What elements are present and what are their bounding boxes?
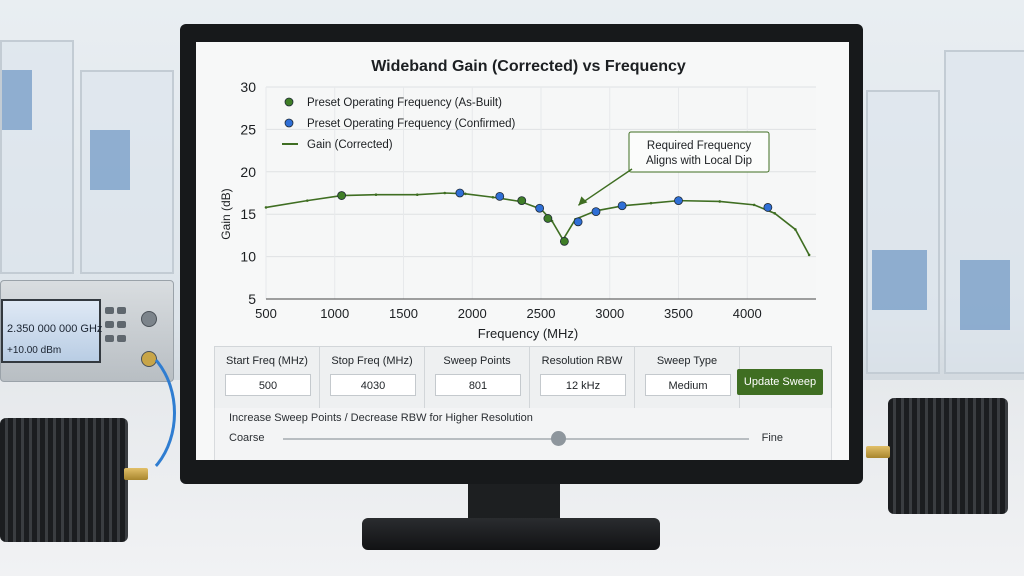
x-tick-label: 2000 [458,306,487,321]
y-tick-label: 20 [240,164,256,180]
y-tick-label: 10 [240,249,256,265]
sweep-points-label: Sweep Points [443,355,511,367]
slider-max-label: Fine [761,432,783,444]
gain-line-marker [443,191,447,195]
start-freq-label: Start Freq (MHz) [226,355,308,367]
y-tick-label: 30 [240,79,256,95]
as-built-point [543,214,553,223]
confirmed-point [674,196,683,206]
confirmed-point [455,188,465,198]
amplifier-right [888,398,1008,514]
start-freq-input[interactable]: 500 [225,374,311,396]
frequency-readout: 2.350 000 000 GHz [7,323,103,335]
gain-line-marker [773,212,777,215]
x-tick-label: 3000 [595,306,624,321]
gain-chart: 5 10 15 20 25 30 500 1000 1500 2000 2500 3000 3500 40… [219,79,816,341]
resolution-slider-thumb[interactable] [550,431,566,446]
rotary-knob[interactable] [141,311,157,327]
chart-title: Wideband Gain (Corrected) vs Frequency [371,58,686,75]
gain-line [265,192,810,256]
legend-marker [284,97,294,107]
sweep-type-select[interactable]: Medium [645,374,731,396]
y-tick-label: 5 [248,291,256,307]
x-axis-label: Frequency (MHz) [478,326,578,341]
keypad-key[interactable] [105,335,114,342]
x-tick-label: 4000 [733,306,762,321]
rf-cable [60,340,176,486]
legend-label: Gain (Corrected) [307,139,393,151]
keypad-key[interactable] [117,307,126,314]
gain-line-marker [374,193,378,196]
sweep-points-control: Sweep Points 801 [425,347,530,409]
amplifier-connector [866,446,890,458]
y-tick-label: 15 [240,206,256,222]
annotation-text: Aligns with Local Dip [646,155,752,167]
x-tick-label: 1500 [389,306,418,321]
gain-line-marker [415,193,419,196]
as-built-point [559,236,569,246]
rbw-control: Resolution RBW 12 kHz [530,347,635,409]
resolution-slider-track[interactable] [283,438,749,440]
y-tick-label: 25 [240,121,256,137]
keypad-key[interactable] [105,307,114,314]
monitor-stand-base [362,518,660,550]
rbw-input[interactable]: 12 kHz [540,374,626,396]
rack-panel [90,130,130,190]
screen: Wideband Gain (Corrected) vs Frequency 5… [196,42,849,460]
rack-panel [2,70,32,130]
rack-panel [872,250,927,310]
keypad-key[interactable] [117,335,126,342]
stop-freq-control: Stop Freq (MHz) 4030 [320,347,425,409]
as-built-point [337,191,347,200]
gain-line-marker [649,201,653,205]
amplifier-left [0,418,128,542]
gain-line-marker [491,195,495,199]
x-tick-label: 500 [255,306,277,321]
gain-line-marker [264,206,268,209]
as-built-point [517,196,527,206]
confirmed-point [535,203,545,213]
y-axis-label: Gain (dB) [219,188,233,239]
confirmed-point [573,217,583,227]
keypad-key[interactable] [105,321,114,328]
gain-line-marker [807,253,811,257]
confirmed-point [617,201,627,211]
keypad-key[interactable] [117,321,126,328]
gain-line-marker [752,203,756,207]
sweep-type-control: Sweep Type Medium [635,347,740,409]
slider-caption: Increase Sweep Points / Decrease RBW for… [229,412,533,424]
gain-line-marker [464,192,467,196]
slider-min-label: Coarse [229,432,265,444]
amplitude-readout: +10.00 dBm [7,345,62,356]
gain-line-marker [305,199,309,202]
annotation-arrow [577,168,633,206]
rack-panel [960,260,1010,330]
gain-line-marker [718,200,722,203]
annotation-box [628,131,770,173]
stop-freq-input[interactable]: 4030 [330,374,416,396]
gain-line-marker [794,228,797,231]
legend-label: Preset Operating Frequency (As-Built) [307,97,502,109]
stop-freq-label: Stop Freq (MHz) [331,355,413,367]
amplifier-connector [124,468,148,480]
legend-label: Preset Operating Frequency (Confirmed) [307,118,516,130]
sweep-controls: Start Freq (MHz) 500 Stop Freq (MHz) 403… [214,346,832,410]
confirmed-point [591,207,601,217]
annotation-text: Required Frequency [647,140,751,152]
confirmed-point [763,203,773,212]
x-tick-label: 1000 [320,306,349,321]
resolution-slider-panel: Increase Sweep Points / Decrease RBW for… [214,408,832,460]
x-tick-label: 3500 [664,306,693,321]
sweep-type-label: Sweep Type [656,355,718,367]
equipment-rack [866,90,940,374]
x-tick-label: 2500 [527,306,556,321]
start-freq-control: Start Freq (MHz) 500 [215,347,320,409]
confirmed-point [495,191,505,201]
sweep-points-input[interactable]: 801 [435,374,521,396]
rbw-label: Resolution RBW [541,355,623,367]
update-sweep-button[interactable]: Update Sweep [737,369,823,395]
annotation-arrowhead [578,196,588,206]
legend-marker [284,118,294,128]
